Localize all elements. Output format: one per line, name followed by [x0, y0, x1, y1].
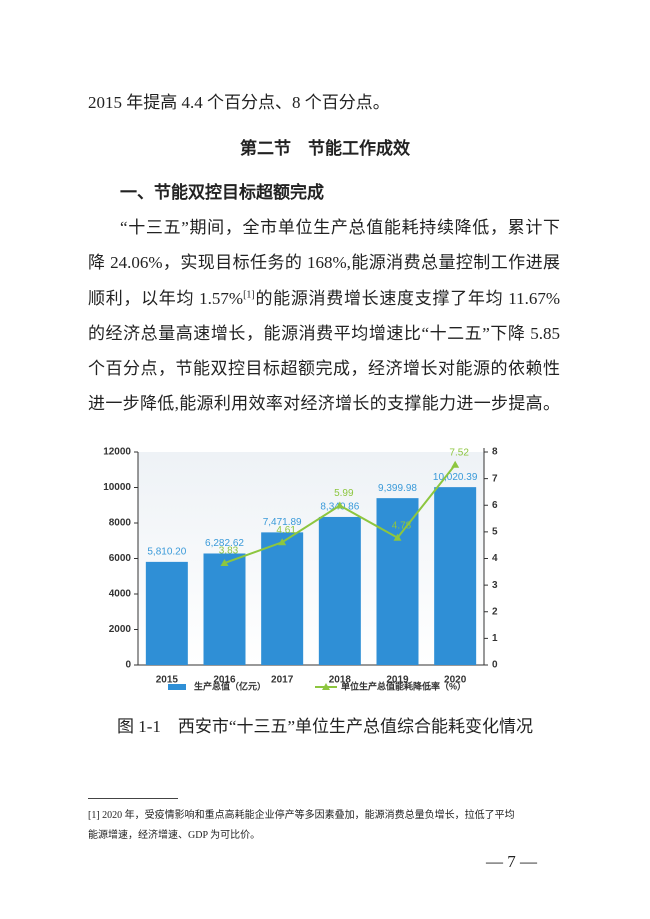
y-tick-label: 0 — [125, 660, 131, 671]
page-number: — 7 — — [486, 852, 537, 871]
y2-tick-label: 1 — [492, 633, 498, 644]
line-marker — [335, 501, 344, 509]
bar-value-label: 5,810.20 — [147, 547, 186, 558]
intro-line: 2015 年提高 4.4 个百分点、8 个百分点。 — [88, 93, 390, 112]
line-value-label: 3.83 — [219, 546, 239, 557]
y-tick-label: 10000 — [103, 482, 131, 493]
y2-tick-label: 4 — [492, 553, 498, 564]
chart: 0 2000 4000 6000 8000 10000 12000 0 1 2 3 4 5 6 7 8 2015… — [103, 447, 498, 692]
section-title: 第二节 节能工作成效 — [240, 139, 410, 158]
line-marker — [451, 460, 460, 468]
y2-tick-label: 8 — [492, 447, 498, 458]
y2-tick-label: 0 — [492, 660, 498, 671]
figure-caption: 图 1-1 西安市“十三五”单位生产总值综合能耗变化情况 — [116, 717, 533, 736]
text-line: 降 24.06%，实现目标任务的 168%,能源消费总量控制工作进展 — [88, 253, 560, 272]
line-value-label: 4.61 — [276, 525, 296, 536]
bar — [318, 516, 361, 665]
bar — [203, 553, 246, 665]
line-marker — [220, 559, 229, 567]
bar — [376, 498, 419, 665]
y-tick-label: 2000 — [109, 624, 132, 635]
text-line: 顺利，以年均 1.57%[1]的能源消费增长速度支撑了年均 11.67% — [88, 284, 560, 309]
subsection-title: 一、节能双控目标超额完成 — [120, 183, 324, 203]
bar-value-label: 6,282.62 — [205, 538, 244, 549]
bar — [434, 487, 477, 665]
line-value-label: 7.52 — [449, 447, 469, 458]
line-marker — [278, 538, 287, 546]
legend-marker — [322, 683, 330, 690]
bar — [261, 532, 304, 665]
x-tick-label: 2020 — [444, 675, 467, 686]
footnote: [1] 2020 年，受疫情影响和重点高耗能企业停产等多因素叠加，能源消费总量负… — [88, 810, 515, 821]
x-tick-label: 2017 — [271, 675, 294, 686]
legend-label: 生产总值（亿元） — [194, 680, 266, 691]
legend-swatch — [168, 684, 186, 690]
text: 的能源消费增长速度支撑了年均 11.67% — [254, 289, 560, 308]
x-tick-label: 2015 — [156, 675, 179, 686]
bar-value-label: 7,471.89 — [263, 517, 302, 528]
y-tick-label: 6000 — [109, 553, 132, 564]
line-marker — [393, 533, 402, 541]
y2-tick-label: 5 — [492, 527, 498, 538]
bar-value-label: 10,020.39 — [433, 472, 478, 483]
y2-tick-label: 3 — [492, 580, 498, 591]
y2-tick-label: 7 — [492, 473, 498, 484]
x-tick-label: 2018 — [329, 675, 352, 686]
bar — [145, 561, 188, 665]
legend-label: 单位生产总值能耗降低率（%） — [341, 680, 466, 691]
text-line: “十三五”期间，全市单位生产总值能耗持续降低，累计下 — [120, 218, 560, 237]
x-tick-label: 2016 — [213, 675, 236, 686]
x-tick-label: 2019 — [386, 675, 409, 686]
y-tick-label: 12000 — [103, 447, 131, 458]
y2-tick-label: 2 — [492, 606, 498, 617]
y-tick-label: 8000 — [109, 518, 132, 529]
footnote: 能源增速，经济增速、GDP 为可比价。 — [88, 830, 261, 841]
footnote-ref: [1] — [243, 289, 255, 301]
bar-value-label: 9,399.98 — [378, 483, 417, 494]
y-tick-label: 4000 — [109, 589, 132, 600]
footnote-rule — [88, 798, 178, 799]
y2-tick-label: 6 — [492, 500, 498, 511]
line-value-label: 4.78 — [392, 520, 412, 531]
text-line: 的经济总量高速增长，能源消费平均增速比“十二五”下降 5.85 — [88, 324, 560, 343]
text: 顺利，以年均 1.57% — [88, 289, 244, 308]
line-value-label: 5.99 — [334, 488, 354, 499]
text-line: 进一步降低,能源利用效率对经济增长的支撑能力进一步提高。 — [88, 394, 560, 413]
text-line: 个百分点，节能双控目标超额完成，经济增长对能源的依赖性 — [88, 359, 560, 378]
plot-area — [138, 452, 484, 665]
